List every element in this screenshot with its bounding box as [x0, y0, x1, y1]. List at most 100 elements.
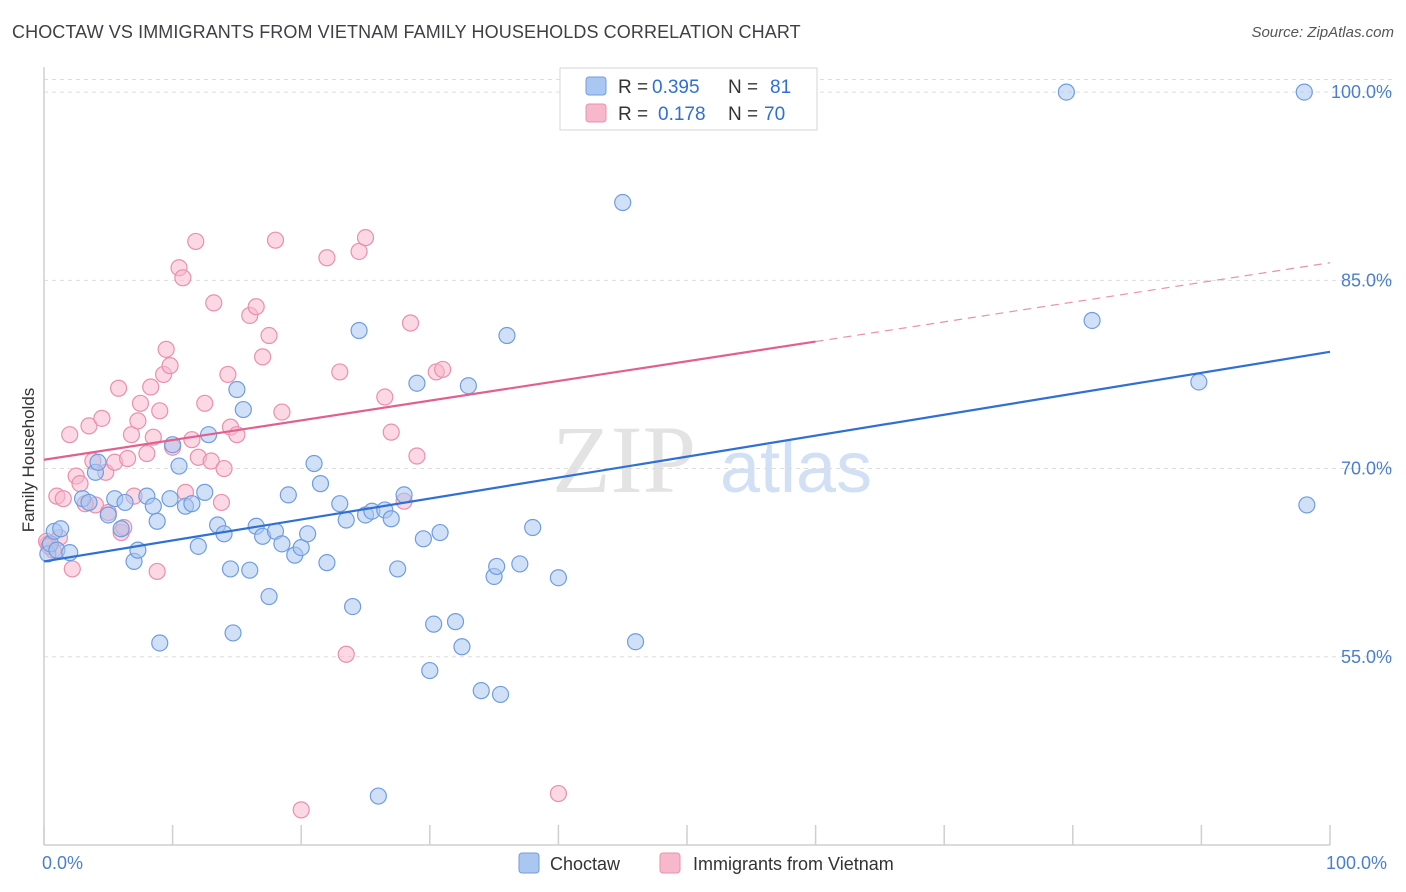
choctaw-point	[318, 554, 336, 572]
legend-r-value-choctaw: 0.395	[652, 77, 700, 98]
vietnam-point	[118, 449, 137, 468]
x-tick-marks	[43, 825, 1331, 845]
vietnam-point	[382, 423, 400, 441]
choctaw-point	[395, 486, 413, 504]
choctaw-point	[260, 587, 278, 606]
vietnam-point	[318, 249, 336, 267]
choctaw-point	[151, 634, 169, 652]
bottom-legend-swatch-choctaw	[518, 852, 540, 874]
vietnam-point	[266, 231, 285, 249]
choctaw-point	[431, 523, 449, 542]
choctaw-point	[221, 560, 240, 578]
vietnam-point	[138, 444, 156, 463]
legend-n-label-vietnam: N =	[728, 104, 758, 125]
choctaw-point	[488, 557, 506, 576]
vietnam-point	[183, 431, 201, 449]
vietnam-point	[144, 428, 162, 446]
vietnam-point	[408, 447, 426, 465]
choctaw-point	[472, 682, 490, 700]
vietnam-point	[401, 314, 420, 332]
vietnam-point	[292, 801, 310, 819]
bottom-legend-swatch-vietnam	[659, 852, 681, 874]
chart-source: Source: ZipAtlas.com	[1251, 24, 1394, 41]
choctaw-point	[549, 569, 568, 587]
vietnam-point	[434, 360, 452, 379]
vietnam-point	[247, 298, 265, 316]
choctaw-point	[189, 537, 207, 555]
choctaw-point	[148, 512, 166, 530]
choctaw-point	[1295, 83, 1313, 101]
legend-r-value-vietnam: 0.178	[658, 104, 706, 125]
choctaw-point	[89, 453, 107, 471]
vietnam-point	[376, 388, 394, 406]
choctaw-point	[453, 638, 471, 656]
vietnam-point	[129, 412, 147, 430]
vietnam-point	[356, 229, 375, 247]
choctaw-point	[170, 457, 188, 475]
watermark-atlas: atlas	[720, 428, 872, 508]
choctaw-point	[144, 497, 162, 515]
vietnam-point	[131, 394, 150, 412]
choctaw-point	[408, 374, 426, 392]
vietnam-point	[187, 232, 205, 251]
x-tick-label-max: 100.0%	[1326, 853, 1387, 873]
choctaw-point	[99, 506, 117, 524]
choctaw-point	[1057, 83, 1075, 101]
choctaw-point	[337, 511, 355, 529]
choctaw-point	[80, 493, 98, 512]
vietnam-point	[109, 379, 128, 397]
y-axis-label: Family Households	[19, 388, 38, 533]
choctaw-point	[234, 400, 252, 419]
choctaw-point	[183, 495, 201, 513]
choctaw-point	[299, 525, 317, 543]
vietnam-point	[161, 357, 179, 375]
vietnam-point	[212, 493, 231, 512]
y-tick-label: 85.0%	[1341, 270, 1392, 290]
vietnam-point	[549, 784, 568, 803]
choctaw-point	[344, 597, 362, 616]
vietnam-point	[205, 294, 223, 312]
choctaw-point	[421, 661, 439, 680]
choctaw-point	[273, 535, 291, 553]
y-tick-label: 70.0%	[1341, 459, 1392, 479]
y-tick-labels: 55.0% 70.0% 85.0% 100.0%	[1331, 82, 1392, 667]
vietnam-point	[215, 459, 233, 478]
x-tick-label-min: 0.0%	[42, 853, 83, 873]
vietnam-point	[273, 403, 291, 421]
choctaw-point	[614, 193, 632, 212]
y-tick-label: 100.0%	[1331, 82, 1392, 102]
choctaw-point	[524, 518, 542, 537]
choctaw-point	[382, 510, 400, 528]
choctaw-point	[311, 475, 330, 493]
vietnam-point	[337, 645, 355, 663]
choctaw-point	[369, 787, 387, 805]
vietnam-point	[148, 562, 166, 581]
bottom-legend-label-choctaw: Choctaw	[550, 854, 621, 874]
trend-line-vietnam	[43, 340, 816, 461]
legend-swatch-vietnam	[585, 103, 607, 123]
vietnam-point	[63, 560, 81, 578]
legend-swatch-choctaw	[585, 76, 607, 96]
choctaw-point	[241, 561, 259, 579]
vietnam-point	[157, 340, 175, 358]
bottom-legend-label-vietnam: Immigrants from Vietnam	[693, 854, 894, 874]
vietnam-point	[254, 348, 272, 366]
vietnam-point	[202, 452, 220, 470]
choctaw-point	[1190, 373, 1208, 391]
choctaw-point	[292, 539, 310, 557]
legend-n-label-choctaw: N =	[728, 77, 758, 98]
vietnam-point	[174, 269, 192, 287]
choctaw-point	[1298, 496, 1316, 514]
vietnam-point	[71, 475, 89, 493]
vietnam-point	[196, 394, 214, 412]
choctaw-point	[116, 493, 134, 512]
trend-line-vietnam-extrapolated	[815, 262, 1331, 343]
choctaw-point	[511, 555, 529, 573]
choctaw-point	[1083, 311, 1101, 330]
choctaw-point	[52, 520, 70, 538]
choctaw-point	[331, 495, 349, 513]
vietnam-point	[122, 426, 141, 444]
choctaw-point	[491, 685, 510, 704]
choctaw-point	[459, 377, 477, 395]
